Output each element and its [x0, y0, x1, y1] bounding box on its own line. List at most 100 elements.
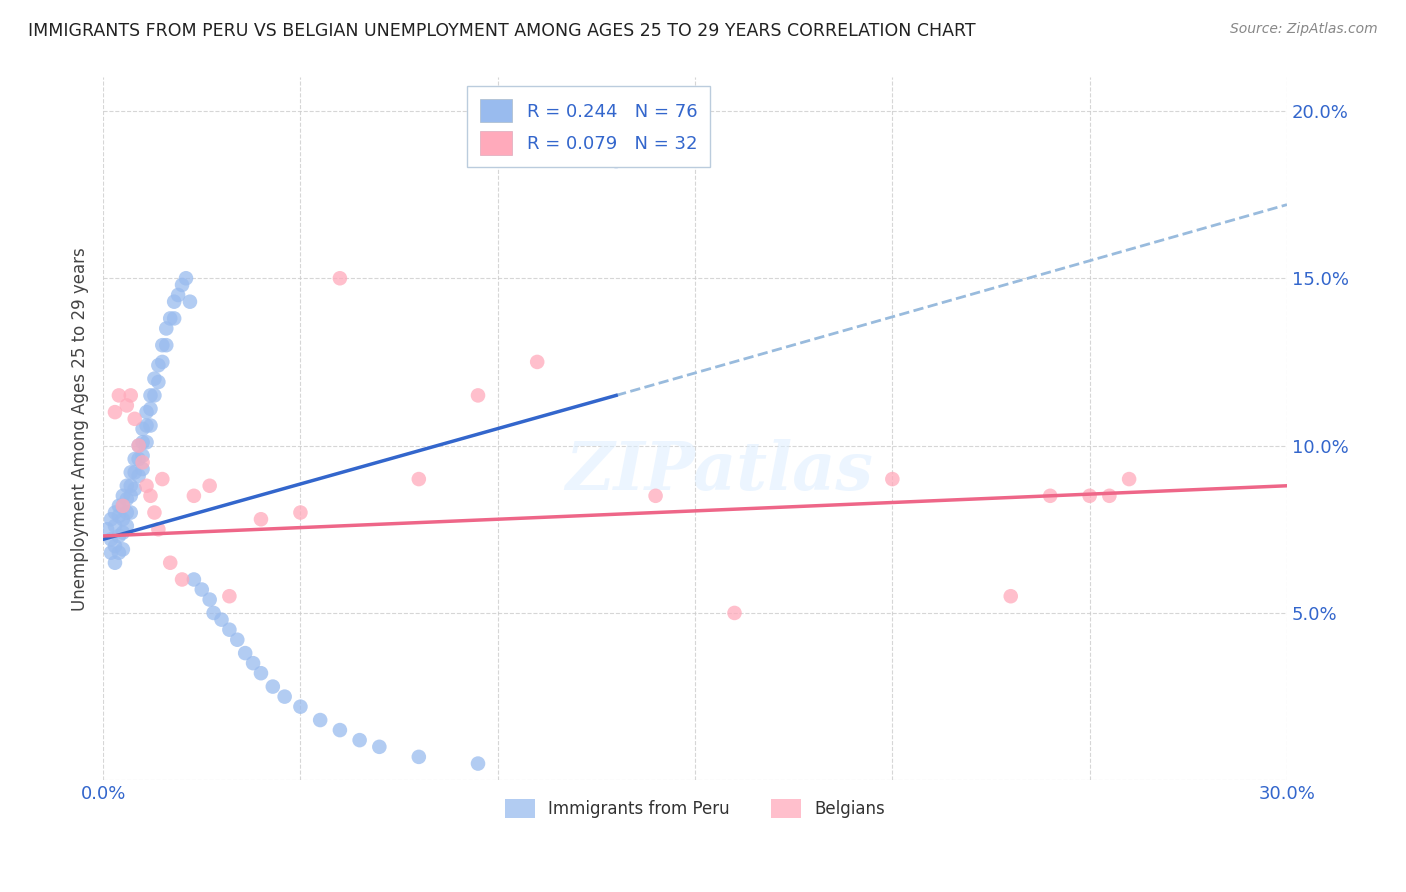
Point	[111, 542, 134, 557]
Point	[148, 522, 170, 536]
Point	[111, 525, 134, 540]
Point	[250, 512, 273, 526]
Point	[218, 589, 240, 603]
Point	[124, 412, 146, 426]
Point	[408, 472, 430, 486]
Point	[250, 666, 273, 681]
Point	[163, 294, 186, 309]
Point	[108, 388, 131, 402]
Point	[174, 271, 197, 285]
Point	[1000, 589, 1022, 603]
Point	[111, 499, 134, 513]
Point	[605, 154, 627, 169]
Point	[120, 506, 142, 520]
Point	[198, 592, 221, 607]
Point	[155, 338, 177, 352]
Point	[108, 508, 131, 523]
Point	[179, 294, 201, 309]
Point	[191, 582, 214, 597]
Point	[218, 623, 240, 637]
Point	[96, 522, 118, 536]
Point	[111, 489, 134, 503]
Point	[135, 405, 157, 419]
Point	[882, 472, 904, 486]
Point	[131, 422, 153, 436]
Point	[104, 539, 127, 553]
Point	[183, 489, 205, 503]
Point	[467, 756, 489, 771]
Point	[183, 573, 205, 587]
Point	[202, 606, 225, 620]
Point	[104, 405, 127, 419]
Point	[467, 388, 489, 402]
Point	[150, 355, 173, 369]
Point	[329, 723, 352, 737]
Point	[139, 418, 162, 433]
Point	[135, 418, 157, 433]
Point	[135, 435, 157, 450]
Point	[139, 401, 162, 416]
Point	[100, 512, 122, 526]
Point	[139, 388, 162, 402]
Point	[111, 499, 134, 513]
Point	[108, 546, 131, 560]
Point	[120, 489, 142, 503]
Point	[155, 321, 177, 335]
Point	[128, 452, 150, 467]
Point	[115, 506, 138, 520]
Point	[115, 479, 138, 493]
Point	[135, 479, 157, 493]
Point	[368, 739, 391, 754]
Point	[349, 733, 371, 747]
Text: ZIPatlas: ZIPatlas	[565, 439, 873, 504]
Legend: Immigrants from Peru, Belgians: Immigrants from Peru, Belgians	[498, 792, 891, 825]
Point	[150, 472, 173, 486]
Point	[108, 499, 131, 513]
Point	[115, 399, 138, 413]
Point	[128, 468, 150, 483]
Point	[1039, 489, 1062, 503]
Point	[1098, 489, 1121, 503]
Point	[211, 613, 233, 627]
Point	[262, 680, 284, 694]
Point	[1118, 472, 1140, 486]
Point	[273, 690, 295, 704]
Point	[526, 355, 548, 369]
Point	[408, 750, 430, 764]
Point	[159, 311, 181, 326]
Point	[131, 462, 153, 476]
Point	[170, 277, 193, 292]
Point	[131, 449, 153, 463]
Point	[104, 556, 127, 570]
Point	[309, 713, 332, 727]
Point	[128, 439, 150, 453]
Point	[108, 529, 131, 543]
Point	[143, 372, 166, 386]
Text: IMMIGRANTS FROM PERU VS BELGIAN UNEMPLOYMENT AMONG AGES 25 TO 29 YEARS CORRELATI: IMMIGRANTS FROM PERU VS BELGIAN UNEMPLOY…	[28, 22, 976, 40]
Point	[1078, 489, 1101, 503]
Point	[120, 479, 142, 493]
Point	[170, 573, 193, 587]
Point	[290, 506, 312, 520]
Point	[198, 479, 221, 493]
Point	[242, 656, 264, 670]
Point	[115, 492, 138, 507]
Point	[148, 375, 170, 389]
Point	[139, 489, 162, 503]
Point	[143, 388, 166, 402]
Point	[104, 506, 127, 520]
Text: Source: ZipAtlas.com: Source: ZipAtlas.com	[1230, 22, 1378, 37]
Point	[124, 452, 146, 467]
Point	[131, 435, 153, 450]
Point	[115, 519, 138, 533]
Point	[644, 489, 666, 503]
Point	[290, 699, 312, 714]
Point	[163, 311, 186, 326]
Point	[148, 359, 170, 373]
Point	[150, 338, 173, 352]
Point	[226, 632, 249, 647]
Point	[329, 271, 352, 285]
Point	[120, 466, 142, 480]
Point	[111, 512, 134, 526]
Point	[120, 388, 142, 402]
